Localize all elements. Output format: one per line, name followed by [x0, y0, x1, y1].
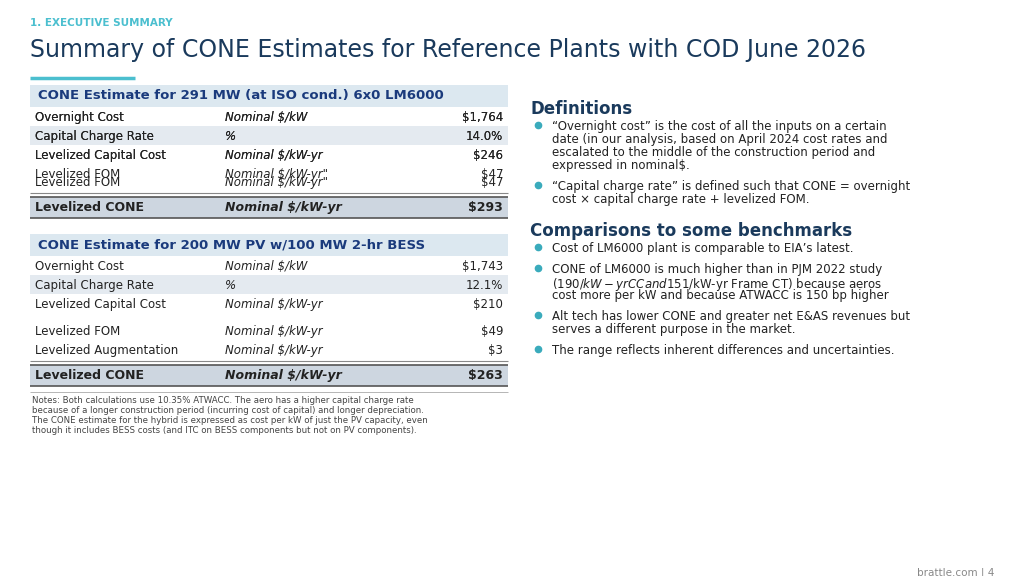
- Text: Notes: Both calculations use 10.35% ATWACC. The aero has a higher capital charge: Notes: Both calculations use 10.35% ATWA…: [32, 396, 414, 405]
- Text: because of a longer construction period (incurring cost of capital) and longer d: because of a longer construction period …: [32, 406, 424, 415]
- Text: Nominal $/kW-yr: Nominal $/kW-yr: [225, 149, 323, 162]
- Bar: [30, 126, 508, 145]
- Text: date (in our analysis, based on April 2024 cost rates and: date (in our analysis, based on April 20…: [552, 133, 888, 146]
- Text: 14.0%: 14.0%: [466, 130, 503, 143]
- Text: Nominal $/kW-yr: Nominal $/kW-yr: [225, 201, 342, 214]
- Text: CONE Estimate for 200 MW PV w/100 MW 2-hr BESS: CONE Estimate for 200 MW PV w/100 MW 2-h…: [38, 238, 425, 251]
- Text: Nominal $/kW-yr": Nominal $/kW-yr": [225, 168, 328, 181]
- Text: “Capital charge rate” is defined such that CONE = overnight: “Capital charge rate” is defined such th…: [552, 180, 910, 193]
- Bar: [30, 365, 508, 386]
- Text: CONE of LM6000 is much higher than in PJM 2022 study: CONE of LM6000 is much higher than in PJ…: [552, 263, 883, 276]
- Text: Capital Charge Rate: Capital Charge Rate: [35, 130, 154, 143]
- Text: Levelized FOM: Levelized FOM: [35, 325, 120, 338]
- Text: $47: $47: [480, 168, 503, 181]
- Text: Capital Charge Rate: Capital Charge Rate: [35, 279, 154, 292]
- Text: Nominal $/kW-yr": Nominal $/kW-yr": [225, 176, 328, 189]
- Text: %: %: [225, 130, 237, 143]
- Bar: [30, 85, 508, 107]
- Text: Nominal $/kW: Nominal $/kW: [225, 111, 307, 124]
- Text: $1,764: $1,764: [462, 111, 503, 124]
- Text: Summary of CONE Estimates for Reference Plants with COD June 2026: Summary of CONE Estimates for Reference …: [30, 38, 866, 62]
- Text: Levelized CONE: Levelized CONE: [35, 201, 144, 214]
- Text: $263: $263: [468, 369, 503, 382]
- Text: The range reflects inherent differences and uncertainties.: The range reflects inherent differences …: [552, 344, 895, 357]
- Text: Definitions: Definitions: [530, 100, 632, 118]
- Text: though it includes BESS costs (and ITC on BESS components but not on PV componen: though it includes BESS costs (and ITC o…: [32, 426, 417, 435]
- Text: The CONE estimate for the hybrid is expressed as cost per kW of just the PV capa: The CONE estimate for the hybrid is expr…: [32, 416, 428, 425]
- Text: Levelized Capital Cost: Levelized Capital Cost: [35, 149, 166, 162]
- Text: Nominal $/kW-yr: Nominal $/kW-yr: [225, 369, 342, 382]
- Text: 1. EXECUTIVE SUMMARY: 1. EXECUTIVE SUMMARY: [30, 18, 173, 28]
- Text: Levelized CONE: Levelized CONE: [35, 369, 144, 382]
- Text: $210: $210: [473, 298, 503, 311]
- Text: Nominal $/kW-yr: Nominal $/kW-yr: [225, 325, 323, 338]
- Text: brattle.com | 4: brattle.com | 4: [916, 568, 994, 576]
- Text: Nominal $/kW: Nominal $/kW: [225, 260, 307, 273]
- Text: Alt tech has lower CONE and greater net E&AS revenues but: Alt tech has lower CONE and greater net …: [552, 310, 910, 323]
- Text: Overnight Cost: Overnight Cost: [35, 111, 124, 124]
- Text: cost more per kW and because ATWACC is 150 bp higher: cost more per kW and because ATWACC is 1…: [552, 289, 889, 302]
- Text: expressed in nominal$.: expressed in nominal$.: [552, 159, 690, 172]
- Text: cost × capital charge rate + levelized FOM.: cost × capital charge rate + levelized F…: [552, 193, 810, 206]
- Text: Levelized Capital Cost: Levelized Capital Cost: [35, 149, 166, 162]
- Text: $246: $246: [473, 149, 503, 162]
- Text: $293: $293: [468, 201, 503, 214]
- Text: Levelized Augmentation: Levelized Augmentation: [35, 344, 178, 357]
- Text: %: %: [225, 279, 237, 292]
- Text: ($190/kW-yr CC and $151/kW-yr Frame CT) because aeros: ($190/kW-yr CC and $151/kW-yr Frame CT) …: [552, 276, 883, 293]
- Bar: [30, 126, 508, 145]
- Text: escalated to the middle of the construction period and: escalated to the middle of the construct…: [552, 146, 876, 159]
- Text: $246: $246: [473, 149, 503, 162]
- Text: Comparisons to some benchmarks: Comparisons to some benchmarks: [530, 222, 852, 240]
- Text: %: %: [225, 130, 237, 143]
- Text: $49: $49: [480, 325, 503, 338]
- Bar: [30, 275, 508, 294]
- Text: Capital Charge Rate: Capital Charge Rate: [35, 130, 154, 143]
- Text: 12.1%: 12.1%: [466, 279, 503, 292]
- Text: Nominal $/kW-yr: Nominal $/kW-yr: [225, 149, 323, 162]
- Text: CONE Estimate for 291 MW (at ISO cond.) 6x0 LM6000: CONE Estimate for 291 MW (at ISO cond.) …: [38, 89, 443, 102]
- Bar: [30, 197, 508, 218]
- Text: serves a different purpose in the market.: serves a different purpose in the market…: [552, 323, 796, 336]
- Text: Levelized FOM: Levelized FOM: [35, 176, 120, 189]
- Bar: [30, 234, 508, 256]
- Text: $47: $47: [480, 176, 503, 189]
- Text: $3: $3: [488, 344, 503, 357]
- Text: Nominal $/kW: Nominal $/kW: [225, 111, 307, 124]
- Text: $1,743: $1,743: [462, 260, 503, 273]
- Text: “Overnight cost” is the cost of all the inputs on a certain: “Overnight cost” is the cost of all the …: [552, 120, 887, 133]
- Text: $1,764: $1,764: [462, 111, 503, 124]
- Text: 14.0%: 14.0%: [466, 130, 503, 143]
- Text: Levelized FOM: Levelized FOM: [35, 168, 120, 181]
- Text: Nominal $/kW-yr: Nominal $/kW-yr: [225, 298, 323, 311]
- Text: Overnight Cost: Overnight Cost: [35, 260, 124, 273]
- Text: Overnight Cost: Overnight Cost: [35, 111, 124, 124]
- Text: Cost of LM6000 plant is comparable to EIA’s latest.: Cost of LM6000 plant is comparable to EI…: [552, 242, 853, 255]
- Text: Nominal $/kW-yr: Nominal $/kW-yr: [225, 344, 323, 357]
- Text: Levelized Capital Cost: Levelized Capital Cost: [35, 298, 166, 311]
